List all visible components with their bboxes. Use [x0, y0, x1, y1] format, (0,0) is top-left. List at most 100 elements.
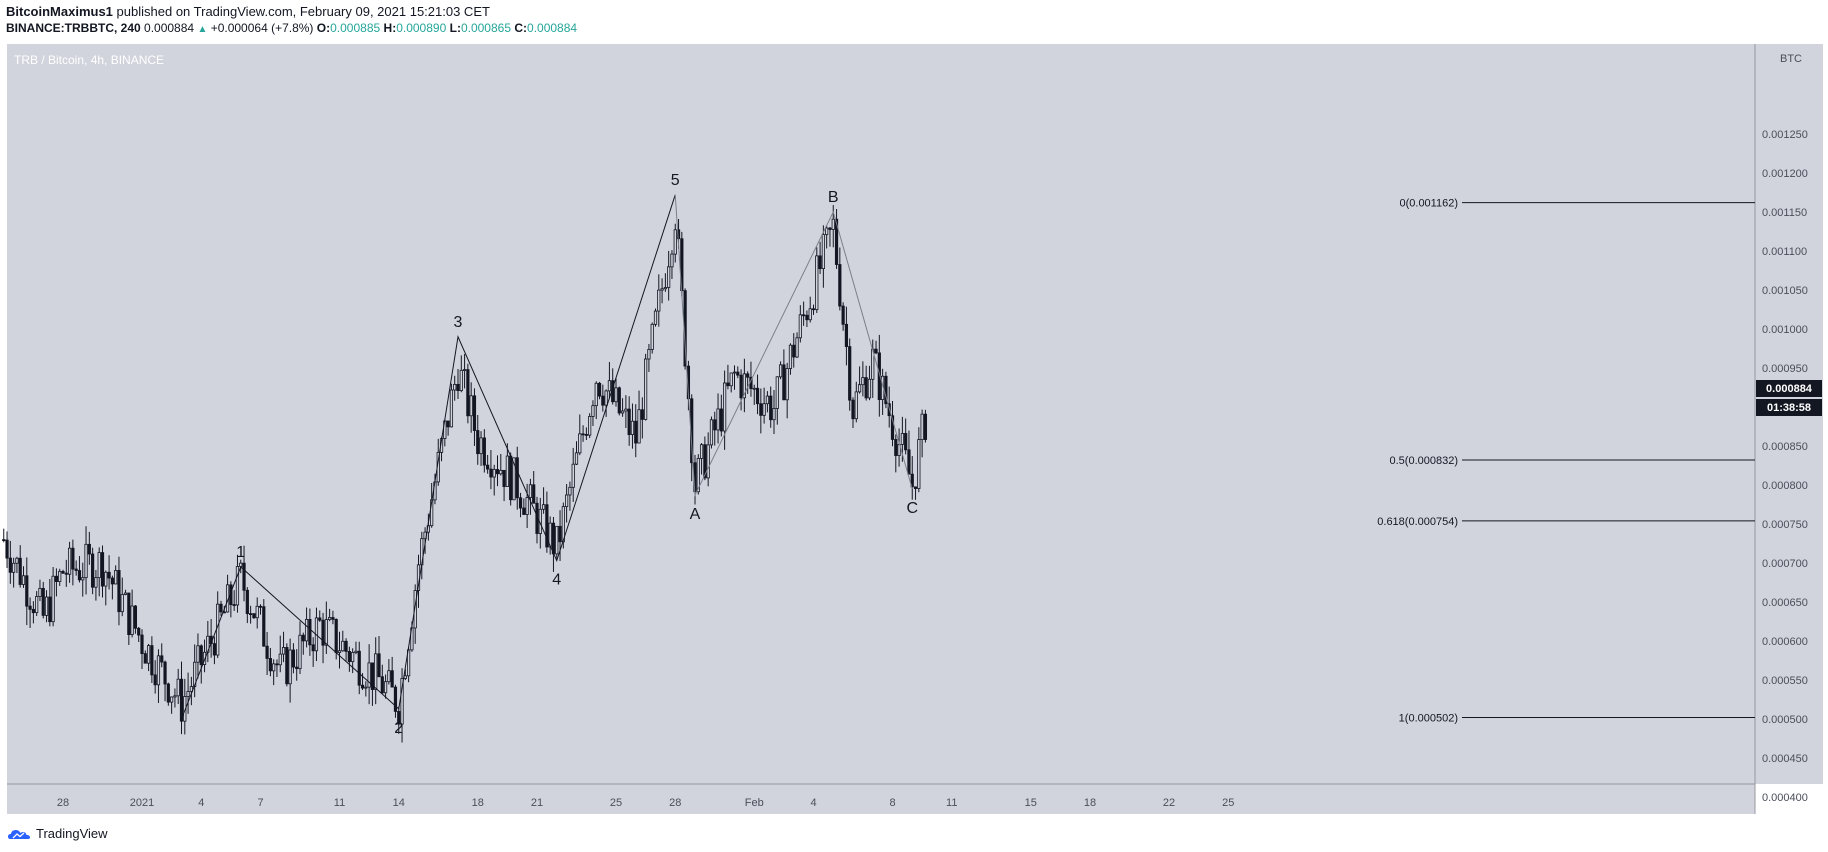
fib-level-label: 0(0.001162): [1399, 198, 1458, 210]
x-tick-label: 22: [1163, 797, 1175, 809]
candle-down: [77, 570, 82, 581]
candle-up: [21, 575, 26, 585]
candle-up: [815, 255, 819, 310]
candle-up: [568, 486, 572, 496]
candle-down: [601, 395, 605, 406]
candle-up: [854, 391, 858, 420]
candle-up: [637, 409, 641, 444]
tradingview-cloud-icon: [8, 829, 30, 839]
x-tick-label: 25: [610, 797, 622, 809]
candle-up: [831, 218, 835, 230]
time-axis[interactable]: [7, 784, 1755, 814]
candle-down: [584, 434, 588, 436]
candle-up: [469, 395, 473, 417]
candle-up: [574, 452, 579, 465]
candle-up: [462, 369, 467, 371]
candle-up: [548, 522, 552, 548]
candle-up: [630, 420, 635, 435]
candle-down: [597, 382, 602, 397]
candle-down: [522, 507, 526, 515]
publish-info: BitcoinMaximus1 published on TradingView…: [6, 4, 490, 19]
candle-up: [239, 562, 243, 567]
candle-up: [647, 349, 651, 360]
candle-down: [736, 371, 740, 376]
candle-down: [489, 468, 493, 478]
candle-up: [492, 469, 496, 478]
candle-down: [390, 670, 394, 688]
candle-down: [318, 617, 322, 621]
candle-down: [140, 634, 144, 655]
candle-down: [874, 348, 878, 354]
candle-down: [301, 634, 305, 642]
candle-up: [525, 497, 529, 515]
candle-up: [644, 358, 648, 420]
candle-up: [857, 384, 862, 393]
candle-up: [58, 571, 62, 582]
y-tick-label: 0.000750: [1762, 519, 1808, 531]
y-tick-label: 0.001250: [1762, 129, 1808, 141]
candle-down: [828, 227, 832, 230]
fib-level-label: 0.5(0.000832): [1390, 455, 1459, 467]
candle-down: [907, 449, 911, 475]
candle-down: [834, 218, 839, 265]
author-name[interactable]: BitcoinMaximus1: [6, 4, 113, 19]
countdown-tag-text: 01:38:58: [1767, 402, 1811, 414]
candle-down: [904, 433, 908, 451]
candle-up: [176, 678, 180, 697]
y-tick-label: 0.001150: [1762, 207, 1807, 219]
y-axis-unit: BTC: [1780, 53, 1802, 65]
candle-down: [127, 592, 131, 635]
candle-down: [28, 605, 32, 610]
candle-up: [413, 590, 417, 629]
candle-up: [732, 371, 737, 374]
tradingview-logo[interactable]: TradingView: [8, 826, 108, 841]
candle-down: [551, 522, 556, 555]
candle-down: [232, 604, 236, 606]
wave-label-a: A: [690, 506, 701, 523]
candle-up: [67, 547, 72, 575]
candle-down: [377, 653, 381, 678]
candle-down: [446, 420, 450, 428]
candle-down: [8, 557, 12, 573]
x-tick-label: 14: [393, 797, 405, 809]
candle-up: [374, 653, 378, 690]
candle-down: [347, 651, 351, 663]
candle-down: [71, 547, 75, 570]
candle-down: [515, 457, 519, 499]
candle-down: [242, 562, 246, 591]
candle-down: [805, 314, 809, 321]
candle-up: [762, 403, 766, 416]
x-tick-label: 4: [198, 797, 204, 809]
plot-area[interactable]: [7, 44, 1755, 784]
candle-down: [275, 663, 279, 666]
candle-up: [354, 650, 358, 653]
candle-up: [255, 605, 259, 619]
candle-down: [25, 575, 29, 607]
candle-down: [133, 605, 138, 629]
candle-up: [604, 390, 608, 406]
candle-up: [453, 383, 457, 391]
high-value: 0.000890: [396, 21, 447, 35]
wave-label-b: B: [828, 189, 839, 206]
price-change: +0.000064 (+7.8%): [210, 21, 314, 35]
fib-levels: 0(0.001162) 0.5(0.000832) 0.618(0.000754) 1…: [1377, 198, 1755, 724]
candle-down: [532, 484, 536, 504]
candle-down: [719, 408, 723, 432]
y-tick-label: 0.000700: [1762, 558, 1808, 570]
candle-up: [620, 410, 625, 414]
candle-up: [278, 653, 282, 666]
candle-down: [838, 264, 842, 307]
candle-up: [729, 372, 733, 387]
candle-down: [291, 649, 296, 668]
candle-up: [202, 651, 207, 665]
candle-up: [15, 557, 19, 564]
candle-down: [811, 308, 816, 311]
candle-up: [81, 577, 85, 581]
candle-up: [94, 577, 98, 588]
candle-up: [821, 234, 825, 270]
candle-up: [235, 566, 240, 606]
candle-down: [54, 575, 59, 582]
candle-down: [851, 399, 855, 420]
candle-down: [249, 613, 253, 616]
